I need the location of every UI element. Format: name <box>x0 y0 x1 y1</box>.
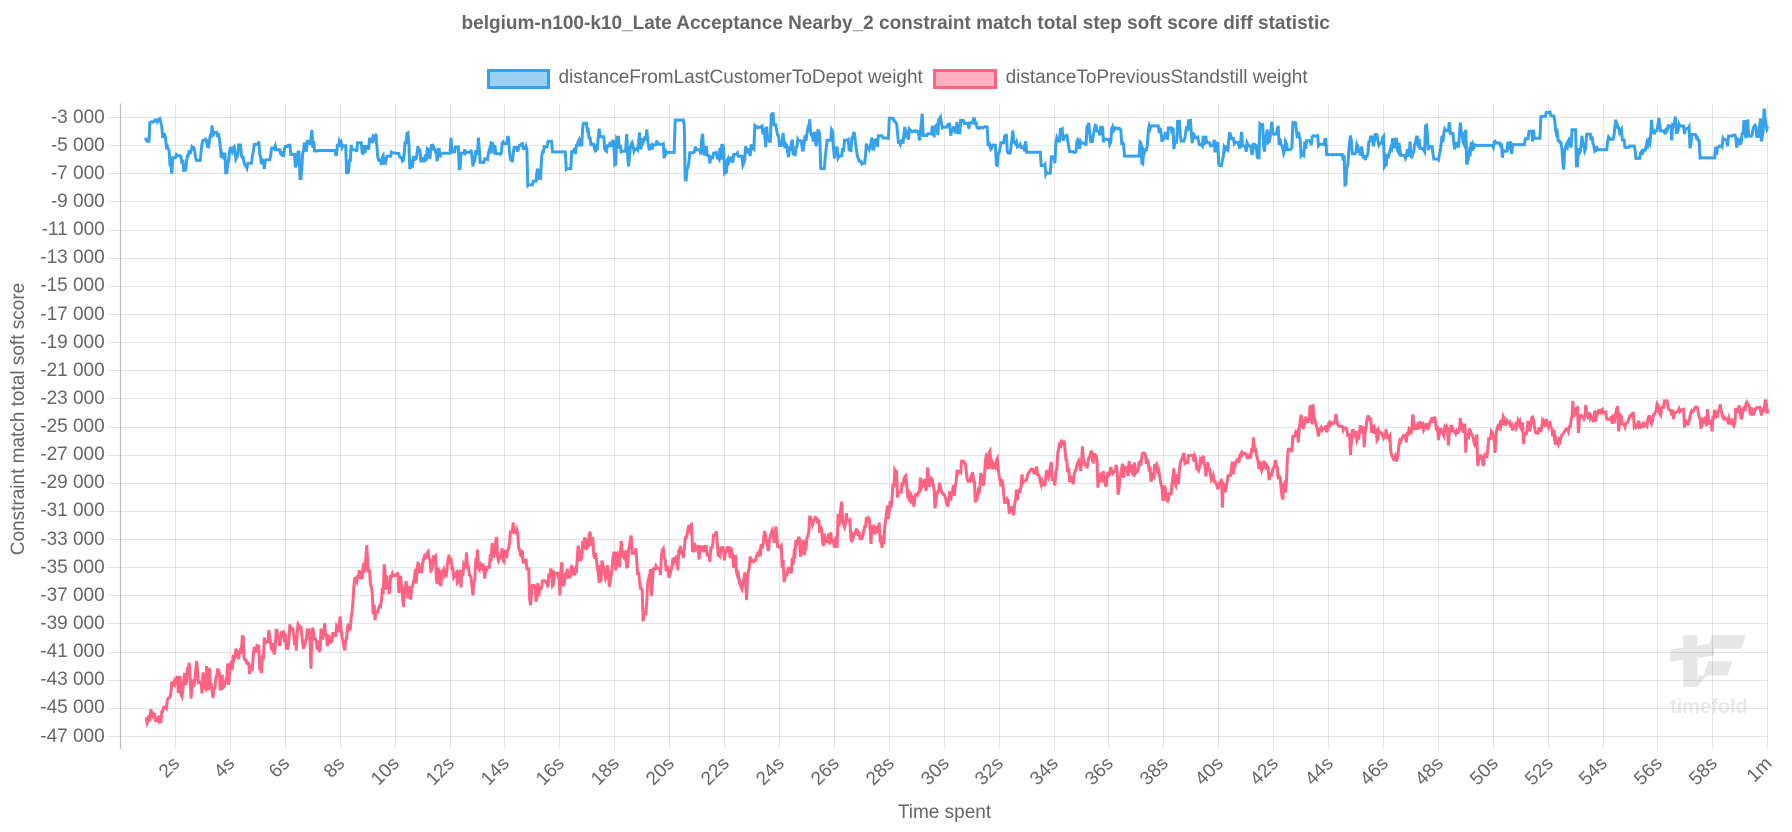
svg-text:timefold: timefold <box>1670 696 1748 718</box>
